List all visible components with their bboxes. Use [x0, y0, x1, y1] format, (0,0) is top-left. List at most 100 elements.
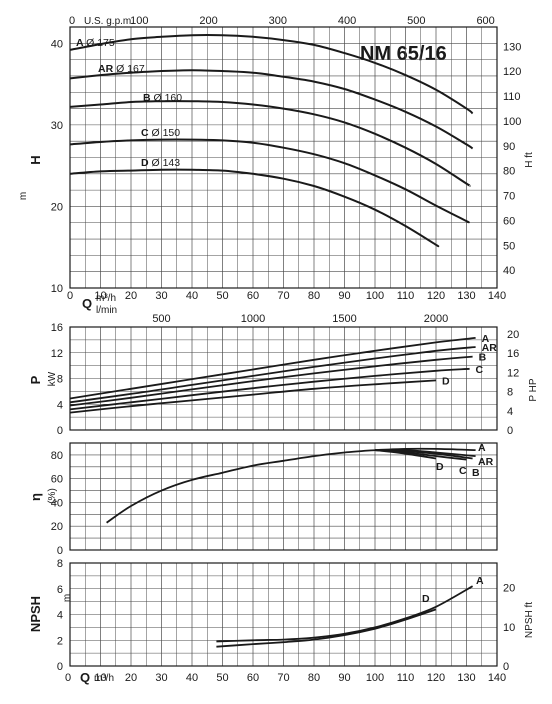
- efficiency-curve-label-c: C: [459, 465, 467, 477]
- head-curve-label-d: D Ø 143: [141, 157, 180, 169]
- efficiency-curve-label-d: D: [436, 461, 444, 473]
- power-curve-label-ar: AR: [482, 342, 498, 354]
- head-ytick-label: 20: [51, 201, 63, 213]
- head-ytick-label: 40: [51, 38, 63, 50]
- head-curve-label-b: B Ø 160: [143, 92, 182, 104]
- q-axis-label: Q: [82, 296, 92, 311]
- top-axis-tick-label: 200: [199, 15, 217, 27]
- head-right-tick-label: 120: [503, 66, 521, 78]
- q-axis-tick-label: 60: [247, 290, 259, 302]
- bottom-q-axis-tick-label: 10: [94, 672, 106, 684]
- power-curve-c: [69, 367, 470, 411]
- efficiency-ytick-label: 80: [51, 450, 63, 462]
- power-right-axis-label: P HP: [528, 378, 539, 401]
- bottom-q-axis-tick-label: 90: [338, 672, 350, 684]
- head-ytick-label: 10: [51, 283, 63, 295]
- q-axis-tick-label: 80: [308, 290, 320, 302]
- head-curve-d: [69, 168, 440, 248]
- q-axis-tick-label: 90: [338, 290, 350, 302]
- efficiency-ylabel: η: [28, 493, 43, 501]
- head-curve-c: [69, 138, 470, 224]
- q-axis-unit-lmin: l/min: [96, 305, 117, 316]
- head-right-tick-label: 60: [503, 215, 515, 227]
- npsh-ytick-label: 8: [57, 558, 63, 570]
- npsh-ytick-label: 6: [57, 584, 63, 596]
- npsh-right-axis-label: NPSH ft: [524, 602, 535, 638]
- efficiency-ytick-label: 60: [51, 474, 63, 486]
- head-right-tick-label: 50: [503, 240, 515, 252]
- bottom-q-axis-unit: m³/h: [94, 673, 114, 684]
- head-right-tick-label: 130: [503, 41, 521, 53]
- q-axis-tick-label: 30: [155, 290, 167, 302]
- power-right-tick-label: 20: [507, 329, 519, 341]
- bottom-q-axis-tick-label: 50: [216, 672, 228, 684]
- q-axis-tick-label: 130: [457, 290, 475, 302]
- q-axis-tick-label: 40: [186, 290, 198, 302]
- power-right-tick-label: 4: [507, 406, 513, 418]
- q-axis-tick-label: 100: [366, 290, 384, 302]
- lmin-tick-label: 2000: [424, 313, 448, 325]
- npsh-right-tick-label: 0: [503, 661, 509, 673]
- head-right-tick-label: 100: [503, 116, 521, 128]
- npsh-ytick-label: 0: [57, 661, 63, 673]
- power-ytick-label: 12: [51, 348, 63, 360]
- lmin-tick-label: 1500: [332, 313, 356, 325]
- power-curve-d: [69, 379, 437, 414]
- npsh-curve-a: [216, 585, 474, 643]
- power-ytick-label: 8: [57, 374, 63, 386]
- head-yunit: m: [18, 192, 29, 200]
- power-curve-label-c: C: [476, 364, 484, 376]
- head-right-tick-label: 40: [503, 265, 515, 277]
- efficiency-curve-common: [106, 449, 376, 524]
- q-axis-tick-label: 120: [427, 290, 445, 302]
- bottom-q-axis-tick-label: 130: [457, 672, 475, 684]
- bottom-q-axis-tick-label: 20: [125, 672, 137, 684]
- q-axis-tick-label: 50: [216, 290, 228, 302]
- head-panel: 10 20 30 40 Hm 40 50 60 70 80 90 100 110 120 130 H ft A …: [18, 15, 535, 295]
- npsh-ylabel: NPSH: [28, 596, 43, 632]
- efficiency-curve-label-b: B: [472, 467, 480, 479]
- head-frame: [69, 26, 498, 289]
- npsh-curve-d: [216, 608, 437, 648]
- npsh-panel: 0 2 4 6 8 NPSH m 0 10 20 NPSH ft A D: [28, 558, 535, 673]
- power-curve-label-b: B: [479, 352, 487, 364]
- q-axis-tick-label: 20: [125, 290, 137, 302]
- head-curve-label-ar: AR Ø 167: [98, 63, 145, 75]
- bottom-q-axis-tick-label: 30: [155, 672, 167, 684]
- top-axis-tick-label: 300: [269, 15, 287, 27]
- head-right-tick-label: 80: [503, 166, 515, 178]
- head-right-axis-label: H ft: [524, 152, 535, 168]
- bottom-q-axis-tick-label: 0: [65, 672, 71, 684]
- npsh-yunit: m: [62, 594, 73, 602]
- power-ytick-label: 16: [51, 322, 63, 334]
- npsh-ytick-label: 2: [57, 635, 63, 647]
- top-axis-tick-label: 600: [476, 15, 494, 27]
- npsh-curve-label-d: D: [422, 593, 430, 605]
- top-axis-tick-label: 0: [69, 15, 75, 27]
- top-axis-tick-label: 400: [338, 15, 356, 27]
- power-frame: [69, 326, 498, 431]
- q-axis-tick-label: 70: [277, 290, 289, 302]
- lmin-tick-label: 500: [152, 313, 170, 325]
- npsh-right-tick-label: 20: [503, 583, 515, 595]
- power-curve-label-d: D: [442, 375, 450, 387]
- npsh-ytick-label: 4: [57, 610, 63, 622]
- power-ytick-label: 4: [57, 399, 63, 411]
- head-curve-label-a: A Ø 175: [76, 37, 115, 49]
- efficiency-ytick-label: 0: [57, 545, 63, 557]
- bottom-q-axis-tick-label: 110: [397, 672, 415, 684]
- bottom-q-axis-label: Q: [80, 670, 90, 685]
- npsh-frame: [69, 562, 498, 667]
- lmin-tick-label: 1000: [241, 313, 265, 325]
- power-curve-label-a: A: [482, 333, 490, 345]
- bottom-q-axis-tick-label: 60: [247, 672, 259, 684]
- top-axis-label: U.S. g.p.m.: [84, 16, 134, 27]
- q-axis-tick-label: 140: [488, 290, 506, 302]
- head-curve-b: [69, 100, 471, 187]
- q-axis-unit-m3h: m³/h: [96, 293, 116, 304]
- q-axis-tick-label: 110: [397, 290, 415, 302]
